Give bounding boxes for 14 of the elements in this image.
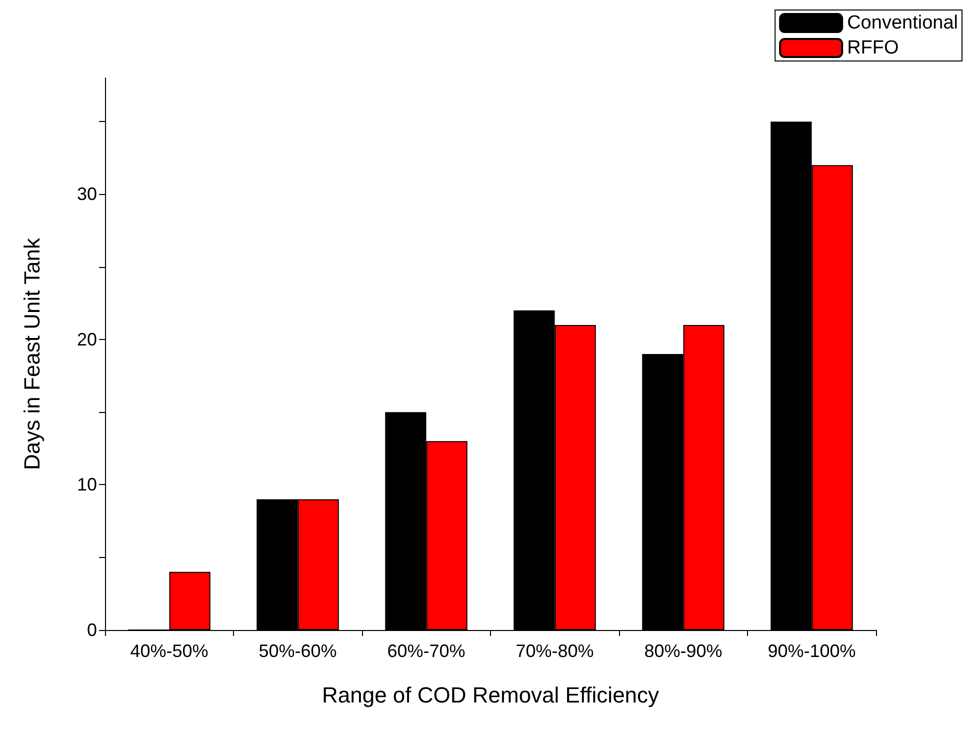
y-tick-label: 10 [76, 474, 97, 495]
x-tick-label: 50%-60% [258, 641, 337, 661]
x-tick-label: 80%-90% [644, 641, 722, 661]
x-tick-label: 70%-80% [516, 641, 594, 661]
y-axis-title: Days in Feast Unit Tank [20, 237, 44, 470]
x-tick-label: 40%-50% [130, 641, 208, 661]
y-tick-label: 0 [86, 620, 97, 640]
y-tick-label: 20 [76, 329, 97, 350]
legend-label: RFFO [847, 38, 899, 58]
x-axis-title: Range of COD Removal Efficiency [322, 682, 660, 708]
x-tick-label: 90%-100% [768, 641, 856, 661]
x-tick-label: 60%-70% [387, 641, 466, 661]
legend-label: Conventional [847, 12, 958, 34]
y-tick-label: 30 [76, 184, 97, 204]
